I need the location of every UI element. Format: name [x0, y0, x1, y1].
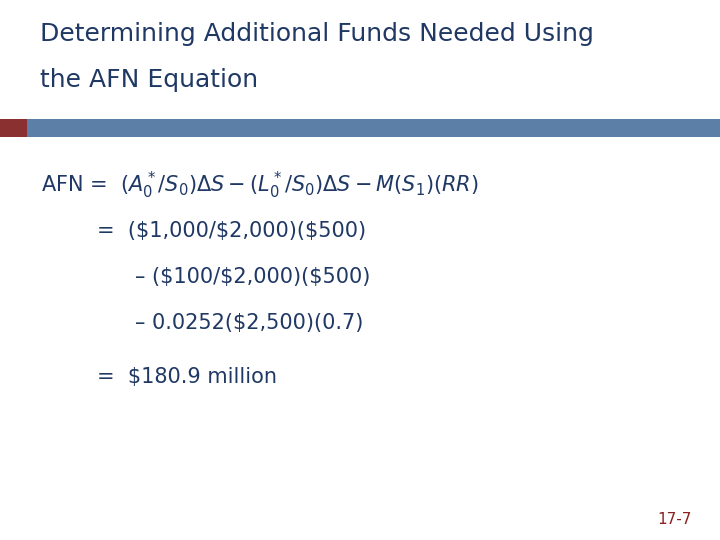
Text: =  $180.9 million: = $180.9 million: [97, 367, 277, 387]
Bar: [27, 119, 720, 137]
Text: =  ($1,000/$2,000)($500): = ($1,000/$2,000)($500): [97, 221, 366, 241]
Text: – ($100/$2,000)($500): – ($100/$2,000)($500): [135, 267, 371, 287]
Text: the AFN Equation: the AFN Equation: [40, 68, 258, 91]
Text: Determining Additional Funds Needed Using: Determining Additional Funds Needed Usin…: [40, 22, 593, 45]
Text: 17-7: 17-7: [657, 511, 691, 526]
Text: AFN =  $(A_0^*/S_0)\Delta S - (L_0^*/S_0)\Delta S - M(S_1)(RR)$: AFN = $(A_0^*/S_0)\Delta S - (L_0^*/S_0)…: [41, 170, 479, 201]
Bar: [0, 119, 27, 137]
Text: – 0.0252($2,500)(0.7): – 0.0252($2,500)(0.7): [135, 313, 364, 333]
